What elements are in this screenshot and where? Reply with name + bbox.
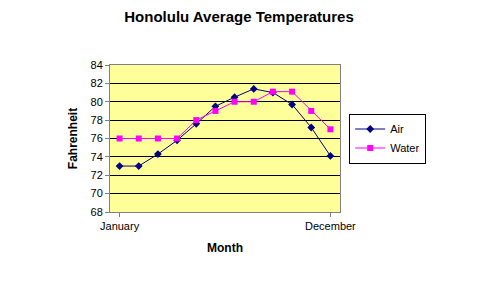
svg-text:70: 70 xyxy=(91,187,103,199)
svg-text:Fahrenheit: Fahrenheit xyxy=(66,108,80,169)
svg-text:72: 72 xyxy=(91,169,103,181)
svg-text:80: 80 xyxy=(91,96,103,108)
svg-text:December: December xyxy=(305,220,356,232)
svg-text:68: 68 xyxy=(91,206,103,218)
svg-text:Month: Month xyxy=(207,241,243,255)
svg-text:January: January xyxy=(100,220,140,232)
svg-text:76: 76 xyxy=(91,132,103,144)
svg-text:78: 78 xyxy=(91,114,103,126)
svg-text:Honolulu Average Temperatures: Honolulu Average Temperatures xyxy=(124,8,354,25)
svg-text:82: 82 xyxy=(91,77,103,89)
svg-text:Air: Air xyxy=(390,123,404,135)
svg-text:74: 74 xyxy=(91,151,103,163)
svg-text:84: 84 xyxy=(91,59,103,71)
svg-text:Water: Water xyxy=(390,142,419,154)
